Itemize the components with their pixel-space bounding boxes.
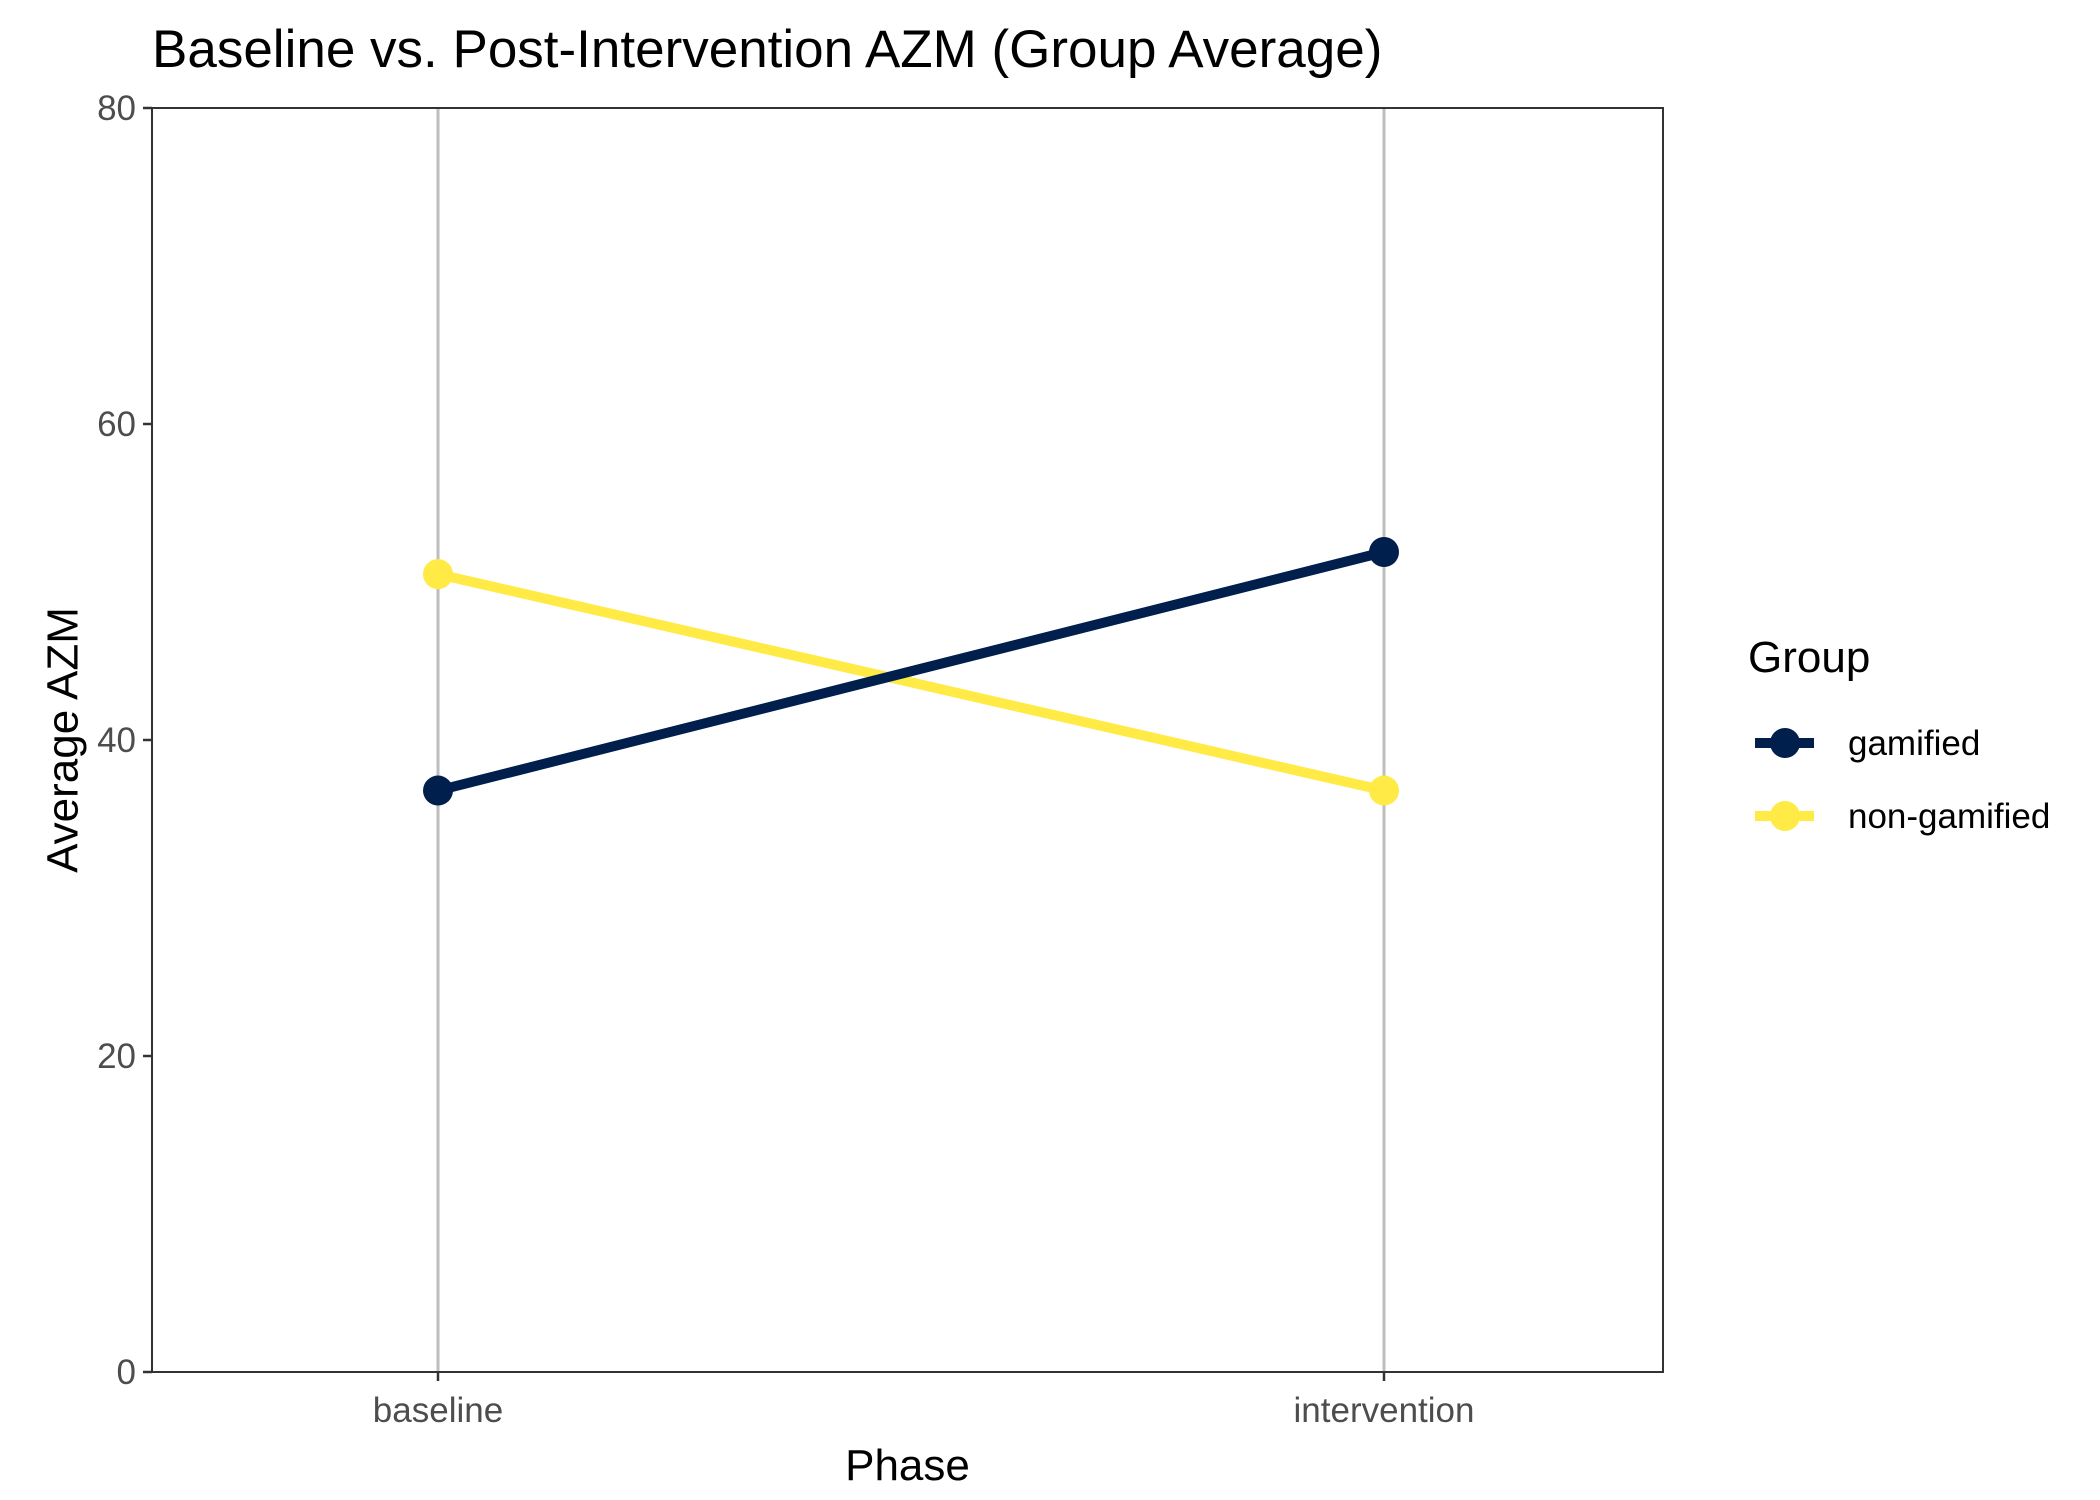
x-axis-title: Phase	[845, 1441, 970, 1490]
x-tick-label: intervention	[1294, 1391, 1475, 1430]
legend-key-point	[1770, 801, 1800, 831]
legend-item-gamified: gamified	[1755, 724, 1980, 763]
grid-lines	[436, 108, 1386, 1372]
legend-items: gamified non-gamified	[1755, 724, 2050, 836]
data-point-gamified-intervention	[1369, 536, 1399, 567]
legend-title: Group	[1748, 633, 1870, 682]
legend-key-point	[1770, 728, 1800, 758]
axes: 0 20 40 60 80 baseline intervention	[97, 89, 1474, 1430]
plot-panel-border	[151, 107, 1664, 1373]
x-tick-label: baseline	[373, 1391, 503, 1430]
y-tick-label: 60	[97, 405, 136, 444]
y-tick-label: 0	[117, 1353, 136, 1392]
y-tick-label: 40	[97, 721, 136, 760]
data-point-non-gamified-baseline	[423, 559, 453, 590]
legend-label-gamified: gamified	[1848, 724, 1980, 763]
legend: Group gamified non-gamified	[1748, 633, 2050, 836]
data-point-gamified-baseline	[423, 775, 453, 806]
y-axis-title: Average AZM	[38, 607, 87, 873]
series-line-non-gamified	[436, 569, 1386, 796]
series-lines	[436, 547, 1386, 796]
legend-item-non-gamified: non-gamified	[1755, 797, 2050, 836]
series-line-gamified	[436, 547, 1386, 796]
y-tick-label: 80	[97, 89, 136, 128]
data-point-non-gamified-intervention	[1369, 775, 1399, 806]
series-points	[423, 536, 1399, 806]
y-tick-label: 20	[97, 1037, 136, 1076]
legend-label-non-gamified: non-gamified	[1848, 797, 2050, 836]
chart-title: Baseline vs. Post-Intervention AZM (Grou…	[152, 20, 1382, 79]
